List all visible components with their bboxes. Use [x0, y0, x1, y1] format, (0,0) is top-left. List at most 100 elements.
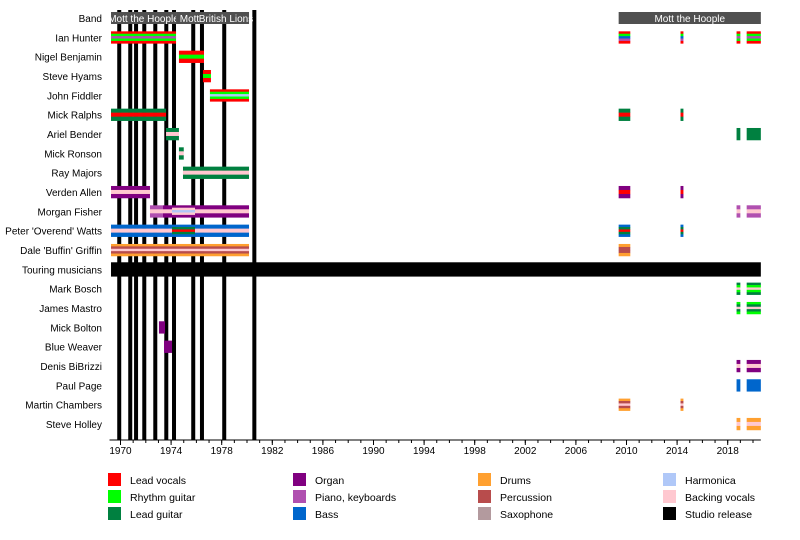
member-bar — [736, 127, 741, 141]
role-stripe — [149, 205, 164, 210]
role-stripe — [209, 89, 250, 93]
role-stripe — [202, 69, 211, 75]
member-bar — [171, 205, 196, 218]
role-stripe — [171, 214, 196, 218]
member-bar — [182, 166, 250, 179]
member-bar — [736, 379, 741, 392]
role-stripe — [746, 40, 761, 44]
role-stripe — [171, 227, 196, 230]
role-stripe — [736, 33, 741, 37]
legend-label: Studio release — [685, 509, 752, 521]
member-bar — [164, 340, 172, 353]
role-stripe — [680, 398, 684, 402]
role-stripe — [746, 127, 761, 141]
role-stripe — [618, 401, 631, 404]
member-bar — [746, 301, 761, 315]
role-stripe — [746, 306, 761, 310]
role-stripe — [746, 31, 761, 35]
row-label-member: Steve Hyams — [43, 72, 102, 83]
role-stripe — [178, 151, 184, 156]
role-stripe — [171, 210, 196, 213]
role-stripe — [111, 185, 150, 191]
member-bar — [202, 69, 211, 83]
role-stripe — [736, 301, 741, 305]
role-stripe — [618, 193, 631, 199]
role-stripe — [163, 205, 172, 210]
member-bar — [111, 108, 167, 121]
member-bar — [618, 185, 631, 199]
role-stripe — [736, 304, 741, 308]
role-stripe — [746, 209, 761, 214]
legend-swatch — [478, 507, 491, 520]
role-stripe — [618, 36, 631, 39]
role-stripe — [736, 367, 741, 373]
role-stripe — [618, 112, 631, 117]
x-tick-label: 1990 — [362, 446, 385, 457]
legend-label: Harmonica — [685, 475, 736, 487]
role-stripe — [209, 98, 250, 102]
row-label-member: Mick Ralphs — [48, 111, 102, 122]
role-stripe — [166, 135, 179, 141]
role-stripe — [680, 401, 684, 404]
role-stripe — [680, 33, 684, 37]
role-stripe — [680, 231, 684, 235]
legend-swatch — [478, 473, 491, 486]
role-stripe — [182, 170, 250, 175]
role-stripe — [182, 174, 250, 179]
member-bar — [618, 31, 631, 44]
role-stripe — [680, 40, 684, 44]
role-stripe — [736, 31, 741, 35]
band-period-label: Mott — [180, 14, 200, 25]
band-period-label: Mott the Hoople — [654, 14, 725, 25]
member-bar — [746, 282, 761, 295]
role-stripe — [195, 209, 250, 214]
role-stripe — [618, 252, 631, 257]
role-stripe — [111, 112, 167, 117]
member-bar — [171, 224, 196, 237]
role-stripe — [171, 231, 196, 235]
legend-swatch — [293, 490, 306, 503]
row-label-member: Ray Majors — [51, 169, 102, 180]
x-tick-label: 1994 — [413, 446, 436, 457]
role-stripe — [202, 77, 211, 83]
role-stripe — [171, 205, 196, 208]
legend-label: Piano, keyboards — [315, 492, 396, 504]
x-tick-label: 1974 — [160, 446, 183, 457]
member-bar — [680, 108, 684, 121]
x-tick-label: 2006 — [565, 446, 588, 457]
row-label-member: Denis BiBrizzi — [40, 362, 102, 373]
role-stripe — [111, 108, 167, 113]
member-bar — [166, 127, 179, 141]
member-bar — [680, 398, 684, 411]
role-stripe — [111, 31, 177, 35]
x-tick-label: 2014 — [666, 446, 689, 457]
role-stripe — [680, 227, 684, 230]
role-stripe — [736, 127, 741, 141]
x-tick-label: 1970 — [109, 446, 132, 457]
role-stripe — [618, 108, 631, 113]
member-bar — [111, 243, 250, 257]
role-stripe — [158, 321, 166, 334]
legend-label: Rhythm guitar — [130, 492, 196, 504]
row-label-member: James Mastro — [39, 304, 102, 315]
x-tick-label: 2018 — [717, 446, 740, 457]
x-tick-label: 2010 — [615, 446, 638, 457]
role-stripe — [680, 189, 684, 195]
role-stripe — [736, 417, 741, 423]
role-stripe — [171, 207, 196, 211]
role-stripe — [111, 224, 172, 229]
legend-swatch — [108, 490, 121, 503]
role-stripe — [178, 147, 184, 152]
role-stripe — [736, 309, 741, 312]
role-stripe — [680, 405, 684, 409]
role-stripe — [111, 228, 172, 233]
member-bar — [736, 301, 741, 315]
member-bar — [746, 359, 761, 373]
legend-swatch — [663, 507, 676, 520]
member-bar — [111, 185, 150, 199]
role-stripe — [149, 209, 164, 214]
row-label-member: Touring musicians — [22, 265, 102, 276]
role-stripe — [746, 304, 761, 308]
role-stripe — [618, 185, 631, 191]
role-stripe — [736, 425, 741, 431]
